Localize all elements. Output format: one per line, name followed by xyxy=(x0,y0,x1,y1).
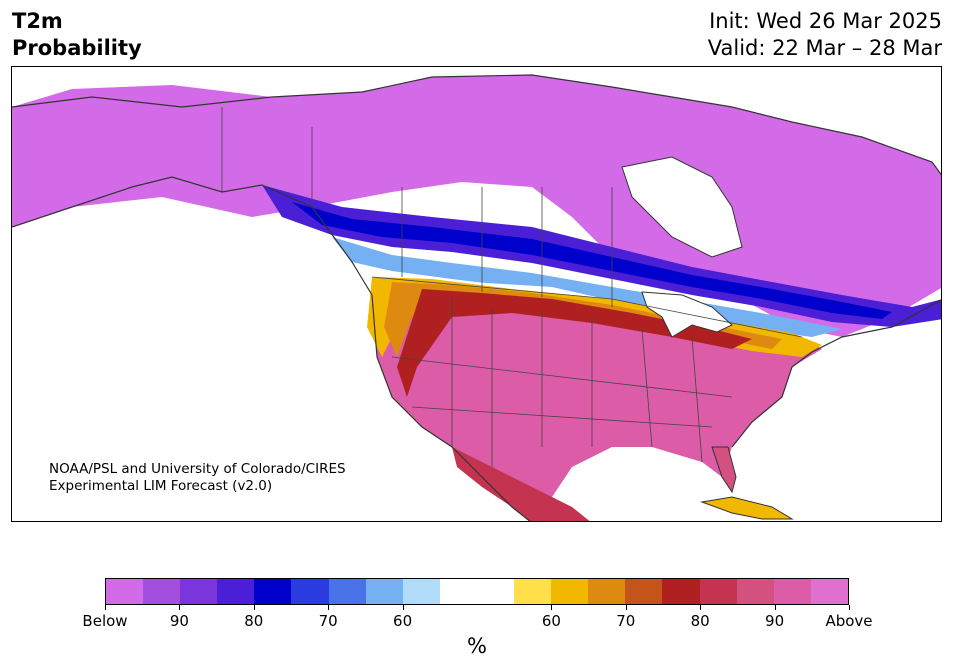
colorbar-swatch xyxy=(106,579,144,604)
colorbar-tickmark xyxy=(328,605,330,610)
colorbar-swatch xyxy=(810,579,848,604)
borders xyxy=(221,107,803,467)
colorbar-tick-label: 80 xyxy=(244,612,264,630)
colorbar-tick-label: 80 xyxy=(690,612,710,630)
credit-line-1: NOAA/PSL and University of Colorado/CIRE… xyxy=(49,461,346,477)
colorbar-tickmark xyxy=(551,605,553,610)
colorbar-swatch xyxy=(439,579,477,604)
colorbar-tick-label: 60 xyxy=(541,612,561,630)
colorbar-tickmark xyxy=(700,605,702,610)
colorbar-swatch xyxy=(365,579,403,604)
map-graphic xyxy=(12,67,941,521)
colorbar-tick-label: 90 xyxy=(765,612,785,630)
hudson-bay xyxy=(621,156,743,258)
init-date: Init: Wed 26 Mar 2025 xyxy=(709,9,942,33)
colorbar-swatch xyxy=(514,579,552,604)
colorbar-tickmark xyxy=(253,605,255,610)
colorbar-tickmark xyxy=(105,605,106,610)
band-above-strong xyxy=(397,289,752,397)
land-mexico xyxy=(452,447,590,521)
colorbar-swatch xyxy=(699,579,737,604)
colorbar-tickmark xyxy=(402,605,404,610)
colorbar-swatch xyxy=(143,579,181,604)
colorbar-tickmark xyxy=(625,605,627,610)
colorbar-swatch xyxy=(476,579,515,604)
colorbar-swatch xyxy=(773,579,811,604)
land-florida xyxy=(711,446,737,494)
colorbar-tick-label: Above xyxy=(825,612,873,630)
colorbar-swatch xyxy=(291,579,329,604)
colorbar-swatch xyxy=(736,579,774,604)
colorbar-swatch xyxy=(217,579,255,604)
colorbar-swatch xyxy=(588,579,626,604)
colorbar-swatch xyxy=(551,579,589,604)
product-label: Probability xyxy=(12,36,142,60)
forecast-map xyxy=(11,66,942,522)
land-cuba xyxy=(700,496,794,520)
colorbar-swatch xyxy=(625,579,663,604)
colorbar-tick-label: 90 xyxy=(169,612,189,630)
colorbar-swatch xyxy=(328,579,366,604)
colorbar-swatch xyxy=(254,579,292,604)
credit-line-2: Experimental LIM Forecast (v2.0) xyxy=(49,478,273,494)
coastline xyxy=(12,74,941,521)
colorbar-tick-label: 70 xyxy=(318,612,338,630)
land-alaska xyxy=(12,97,262,227)
great-lakes xyxy=(641,291,733,338)
colorbar-swatch xyxy=(402,579,440,604)
colorbar-tick-label: 60 xyxy=(393,612,413,630)
colorbar-swatch xyxy=(180,579,218,604)
colorbar-tick-label: Below xyxy=(82,612,128,630)
colorbar-tickmark xyxy=(849,605,850,610)
band-below-core xyxy=(292,202,892,319)
credit-text: NOAA/PSL and University of Colorado/CIRE… xyxy=(49,461,346,495)
valid-range: Valid: 22 Mar – 28 Mar xyxy=(707,36,942,60)
colorbar-tick-label: 70 xyxy=(616,612,636,630)
colorbar-tickmark xyxy=(179,605,181,610)
colorbar-swatch xyxy=(662,579,700,604)
colorbar-tickmark xyxy=(774,605,776,610)
colorbar-unit: % xyxy=(467,634,487,658)
map-title: T2m Probability xyxy=(12,8,142,62)
colorbar xyxy=(105,578,849,605)
variable-label: T2m xyxy=(12,9,63,33)
forecast-dates: Init: Wed 26 Mar 2025 Valid: 22 Mar – 28… xyxy=(708,8,942,62)
